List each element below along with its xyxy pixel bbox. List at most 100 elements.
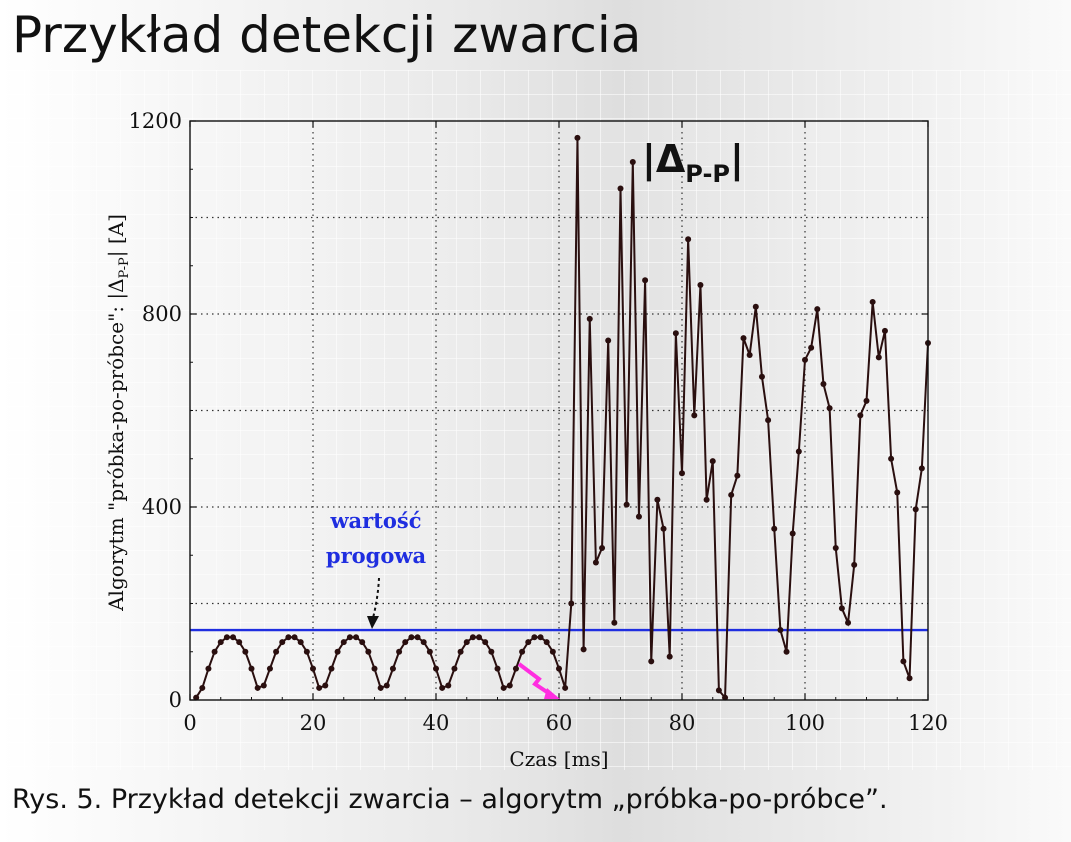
x-axis-label: Czas [ms] [509,747,608,771]
data-point [574,134,581,141]
x-tick-label: 100 [785,711,825,735]
x-tick-label: 120 [908,711,948,735]
data-point [881,327,888,334]
data-point [340,639,347,646]
data-point [248,665,255,672]
data-point [660,525,667,532]
data-point [359,639,366,646]
fault-lightning-arrowhead [544,688,560,699]
data-point [445,682,452,689]
data-point [519,648,526,655]
fault-lightning-bolt [517,662,555,698]
y-axis-label-end: | [A] [104,214,129,257]
threshold-annotation-line1: wartość [329,508,421,533]
data-point [808,344,815,351]
series-label-end: | [730,137,744,182]
data-point [254,684,261,691]
data-point [851,561,858,568]
data-point [543,639,550,646]
data-point [906,675,913,682]
threshold-annotation-arrowhead [367,616,379,630]
data-point [617,185,624,192]
data-point [802,356,808,363]
data-point [420,639,427,646]
data-point [242,648,249,655]
data-point [679,470,685,477]
data-point [488,648,495,655]
data-point [666,653,673,660]
data-point [463,639,470,646]
data-point [310,665,316,672]
data-point [642,277,649,284]
data-point [469,634,476,641]
data-point [912,506,919,513]
data-point [322,682,329,689]
y-tick-label: 400 [142,495,182,519]
grid-lines [190,121,928,700]
data-point [869,298,876,305]
data-point [814,306,821,313]
series-label-main: |Δ [642,137,686,182]
data-point [918,465,925,472]
data-point [900,658,907,665]
data-point [709,458,716,465]
data-point [494,665,501,672]
data-point [654,496,661,503]
data-point [783,648,790,655]
data-point [629,159,636,166]
data-point [199,684,206,691]
data-point [703,496,710,503]
threshold-annotation-line2: progowa [326,543,427,568]
data-point [789,530,796,537]
data-point [303,648,310,655]
data-point [451,665,458,672]
data-point [715,687,722,694]
series-layer [193,134,931,701]
fault-lightning-icon [517,662,560,699]
threshold-annotation-arrow [372,577,380,619]
data-point [635,513,642,520]
data-point [568,600,575,607]
data-point [334,648,341,655]
data-point [838,605,845,612]
data-point [371,665,378,672]
data-point [377,684,384,691]
data-point [285,634,292,641]
data-point [599,545,606,552]
data-point [734,472,741,479]
data-point [832,545,839,552]
data-point [845,619,852,626]
data-point [623,501,630,508]
series-label: |ΔP-P| [642,137,744,188]
data-point [500,684,507,691]
data-point [746,352,753,359]
data-point [648,658,655,665]
data-point [346,634,353,641]
data-point [691,412,698,419]
data-point [537,634,544,641]
data-point [740,335,747,342]
figure-caption: Rys. 5. Przykład detekcji zwarcia – algo… [12,784,888,815]
x-tick-label: 80 [669,711,696,735]
x-tick-label: 60 [546,711,573,735]
data-point [586,315,593,322]
data-point [328,665,335,672]
data-point [863,397,870,404]
data-point [389,665,396,672]
data-point [230,634,237,641]
data-point [820,380,827,387]
data-point [297,639,304,646]
data-point [365,648,372,655]
data-point [722,694,729,701]
data-point [771,525,778,532]
data-point [408,634,415,641]
series-label-sub: P-P [685,160,730,188]
y-axis-label-sub: P-P [117,257,132,278]
data-point [316,684,323,691]
data-point [482,639,489,646]
data-point [894,489,901,496]
data-point [611,619,618,626]
data-point [402,639,409,646]
data-point [685,236,692,243]
